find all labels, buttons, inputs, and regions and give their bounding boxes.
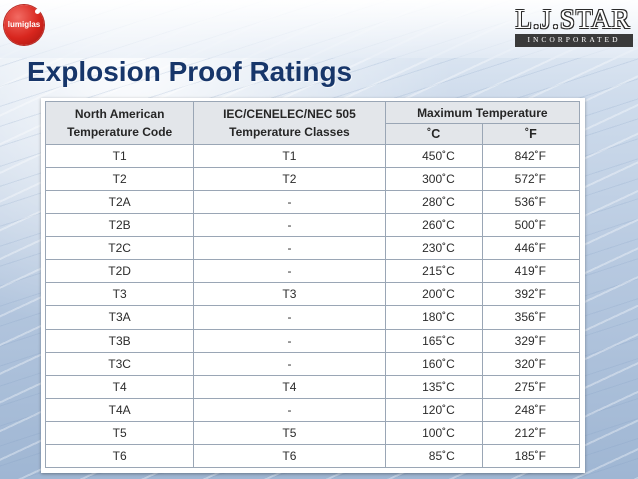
fahrenheit-cell: 500˚F <box>481 213 581 238</box>
header-iec: IEC/CENELEC/NEC 505 Temperature Classes <box>193 101 386 145</box>
table-row: T3C - 160˚C 320˚F <box>44 351 581 376</box>
celsius-cell: 180˚C <box>384 305 483 330</box>
iec-class-cell: T2 <box>193 167 386 192</box>
header-band <box>0 0 638 58</box>
na-code-cell: T3C <box>44 351 195 376</box>
fahrenheit-cell: 536˚F <box>481 190 581 215</box>
na-code-cell: T2D <box>44 259 195 284</box>
ratings-table: North American Temperature Code IEC/CENE… <box>44 101 581 469</box>
table-row: T1 T1 450˚C 842˚F <box>44 143 581 169</box>
table-row: T4A - 120˚C 248˚F <box>44 397 581 422</box>
ljstar-logo-name: L.J.STAR <box>515 4 631 34</box>
celsius-cell: 230˚C <box>384 236 483 261</box>
na-code-cell: T3B <box>44 328 195 353</box>
fahrenheit-cell: 446˚F <box>481 236 581 261</box>
header-iec-line2: Temperature Classes <box>229 125 350 139</box>
table-row: T5 T5 100˚C 212˚F <box>44 420 581 445</box>
celsius-cell: 280˚C <box>384 190 483 215</box>
celsius-cell: 450˚C <box>384 143 483 169</box>
header-north-american-line2: Temperature Code <box>67 125 173 139</box>
iec-class-cell: - <box>193 351 386 376</box>
table-row: T3B - 165˚C 329˚F <box>44 328 581 353</box>
na-code-cell: T2C <box>44 236 195 261</box>
na-code-cell: T3A <box>44 305 195 330</box>
page-title: Explosion Proof Ratings <box>27 56 353 87</box>
na-code-cell: T2B <box>44 213 195 238</box>
iec-class-cell: T6 <box>193 443 386 469</box>
table-row: T4 T4 135˚C 275˚F <box>44 374 581 399</box>
table-row: T6 T6 85˚C 185˚F <box>44 443 581 469</box>
iec-class-cell: - <box>193 213 386 238</box>
fahrenheit-cell: 329˚F <box>481 328 581 353</box>
fahrenheit-cell: 275˚F <box>481 374 581 399</box>
fahrenheit-cell: 320˚F <box>481 351 581 376</box>
fahrenheit-cell: 248˚F <box>481 397 581 422</box>
fahrenheit-cell: 212˚F <box>481 420 581 445</box>
celsius-cell: 135˚C <box>384 374 483 399</box>
fahrenheit-cell: 392˚F <box>481 282 581 307</box>
iec-class-cell: T1 <box>193 143 386 169</box>
ljstar-logo-bar <box>515 34 633 47</box>
table-row: T2D - 215˚C 419˚F <box>44 259 581 284</box>
fahrenheit-cell: 419˚F <box>481 259 581 284</box>
iec-class-cell: - <box>193 259 386 284</box>
table-row: T2C - 230˚C 446˚F <box>44 236 581 261</box>
fahrenheit-cell: 842˚F <box>481 143 581 169</box>
header-north-american-line1: North American <box>74 107 165 121</box>
header-unit-fahrenheit: ˚F <box>481 123 581 145</box>
celsius-cell: 160˚C <box>384 351 483 376</box>
iec-class-cell: - <box>193 236 386 261</box>
na-code-cell: T3 <box>44 282 195 307</box>
celsius-cell: 120˚C <box>384 397 483 422</box>
fahrenheit-cell: 356˚F <box>481 305 581 330</box>
celsius-cell: 100˚C <box>384 420 483 445</box>
iec-class-cell: T4 <box>193 374 386 399</box>
fahrenheit-cell: 572˚F <box>481 167 581 192</box>
table-row: T3 T3 200˚C 392˚F <box>44 282 581 307</box>
table-row: T2B - 260˚C 500˚F <box>44 213 581 238</box>
na-code-cell: T2A <box>44 190 195 215</box>
lumiglas-logo: lumiglas <box>4 5 44 45</box>
iec-class-cell: - <box>193 397 386 422</box>
header-north-american: North American Temperature Code <box>44 101 195 145</box>
iec-class-cell: T5 <box>193 420 386 445</box>
registered-mark-icon <box>35 9 40 14</box>
na-code-cell: T5 <box>44 420 195 445</box>
na-code-cell: T6 <box>44 443 195 469</box>
header-iec-line1: IEC/CENELEC/NEC 505 <box>223 107 356 121</box>
lumiglas-logo-text: lumiglas <box>7 20 41 29</box>
celsius-cell: 215˚C <box>384 259 483 284</box>
celsius-cell: 300˚C <box>384 167 483 192</box>
celsius-cell: 165˚C <box>384 328 483 353</box>
na-code-cell: T2 <box>44 167 195 192</box>
table-row: T2A - 280˚C 536˚F <box>44 190 581 215</box>
na-code-cell: T1 <box>44 143 195 169</box>
fahrenheit-cell: 185˚F <box>481 443 581 469</box>
celsius-cell: 85˚C <box>384 443 483 469</box>
table-row: T3A - 180˚C 356˚F <box>44 305 581 330</box>
celsius-cell: 260˚C <box>384 213 483 238</box>
iec-class-cell: T3 <box>193 282 386 307</box>
celsius-cell: 200˚C <box>384 282 483 307</box>
ljstar-logo-subtitle: INCORPORATED <box>527 35 621 44</box>
iec-class-cell: - <box>193 328 386 353</box>
header-unit-celsius: ˚C <box>384 123 483 145</box>
na-code-cell: T4A <box>44 397 195 422</box>
header-max-temp: Maximum Temperature <box>384 101 581 124</box>
na-code-cell: T4 <box>44 374 195 399</box>
ljstar-logo: L.J.STAR INCORPORATED <box>512 4 634 48</box>
iec-class-cell: - <box>193 190 386 215</box>
table-row: T2 T2 300˚C 572˚F <box>44 167 581 192</box>
ratings-table-frame: North American Temperature Code IEC/CENE… <box>41 98 585 473</box>
iec-class-cell: - <box>193 305 386 330</box>
